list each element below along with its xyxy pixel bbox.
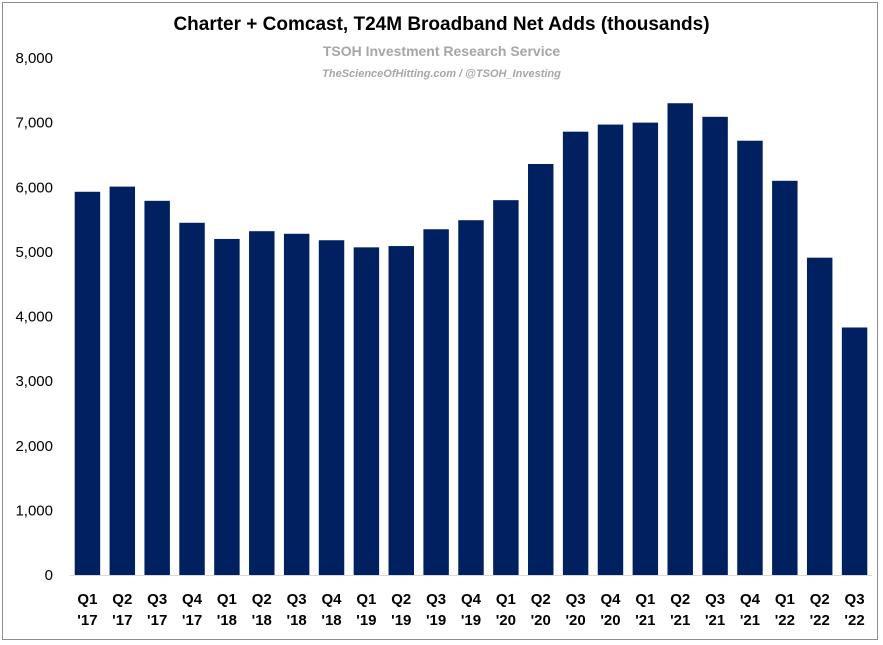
x-tick-label: Q2 xyxy=(252,591,272,608)
x-tick-label: '19 xyxy=(426,612,446,629)
x-tick-label: '17 xyxy=(182,612,202,629)
x-tick-label: Q3 xyxy=(426,591,446,608)
x-tick-label: Q2 xyxy=(531,591,551,608)
x-tick-label: Q4 xyxy=(740,591,761,608)
x-tick-label: Q2 xyxy=(670,591,690,608)
x-tick-label: '21 xyxy=(635,612,655,629)
bar xyxy=(632,122,659,575)
x-tick-label: '22 xyxy=(810,612,830,629)
bar xyxy=(737,140,763,575)
bar xyxy=(772,180,798,575)
y-tick-label: 3,000 xyxy=(15,373,53,390)
x-tick-label: '21 xyxy=(740,612,760,629)
x-tick-label: Q4 xyxy=(322,591,343,608)
x-tick-label: '22 xyxy=(844,612,864,629)
x-tick-label: Q1 xyxy=(77,591,97,608)
x-tick-label: Q3 xyxy=(147,591,167,608)
bar xyxy=(318,240,345,575)
y-tick-label: 1,000 xyxy=(15,502,53,519)
bar xyxy=(597,124,624,575)
chart-credit: TheScienceOfHitting.com / @TSOH_Investin… xyxy=(322,68,561,80)
x-tick-label: Q3 xyxy=(845,591,865,608)
x-tick-label: Q3 xyxy=(705,591,725,608)
x-tick-label: '19 xyxy=(461,612,481,629)
x-tick-label: Q4 xyxy=(461,591,482,608)
bar xyxy=(353,247,380,575)
bar xyxy=(667,103,693,576)
bar xyxy=(528,163,554,576)
y-tick-label: 8,000 xyxy=(15,50,53,67)
x-tick-label: Q1 xyxy=(356,591,376,608)
x-tick-label: '22 xyxy=(775,612,795,629)
x-tick-label: Q3 xyxy=(566,591,586,608)
x-tick-label: Q2 xyxy=(112,591,132,608)
bar xyxy=(214,238,240,575)
y-tick-label: 6,000 xyxy=(15,179,53,196)
x-tick-label: '20 xyxy=(496,612,516,629)
bar xyxy=(493,200,519,576)
x-tick-label: '18 xyxy=(217,612,237,629)
y-tick-label: 7,000 xyxy=(15,115,53,132)
bar xyxy=(841,327,868,575)
x-tick-label: Q1 xyxy=(217,591,237,608)
bar xyxy=(283,233,310,575)
y-tick-label: 0 xyxy=(45,567,53,584)
bar xyxy=(249,231,275,575)
x-tick-label: '19 xyxy=(391,612,411,629)
x-tick-label: Q1 xyxy=(496,591,516,608)
x-tick-label: '21 xyxy=(670,612,690,629)
bar xyxy=(702,116,728,575)
x-tick-label: Q4 xyxy=(182,591,203,608)
chart-title: Charter + Comcast, T24M Broadband Net Ad… xyxy=(173,14,710,35)
x-tick-label: '19 xyxy=(356,612,376,629)
x-tick-label: '17 xyxy=(77,612,97,629)
bar xyxy=(179,222,205,575)
bar xyxy=(388,246,414,575)
y-tick-label: 5,000 xyxy=(15,244,53,261)
chart-subtitle: TSOH Investment Research Service xyxy=(322,43,561,59)
x-tick-label: Q1 xyxy=(775,591,795,608)
y-axis: 0 1,000 2,000 3,000 4,000 5,000 6,000 7,000 8,00… xyxy=(15,50,53,584)
x-tick-label: Q4 xyxy=(600,591,621,608)
bar xyxy=(109,186,136,575)
x-tick-label: Q3 xyxy=(287,591,307,608)
bar xyxy=(806,257,833,575)
x-tick-label: '21 xyxy=(705,612,725,629)
y-tick-label: 2,000 xyxy=(15,438,53,455)
bar xyxy=(74,191,101,575)
x-tick-label: '18 xyxy=(252,612,272,629)
y-tick-label: 4,000 xyxy=(15,309,53,326)
x-tick-label: '18 xyxy=(321,612,341,629)
x-tick-label: '20 xyxy=(565,612,585,629)
x-tick-label: Q2 xyxy=(810,591,830,608)
x-axis: Q1 '17 Q2 '17 Q3 '17 Q4 '17 Q1 '18 Q2 '18 Q3 '18 Q4 '18… xyxy=(77,591,864,629)
x-tick-label: Q1 xyxy=(635,591,655,608)
x-tick-label: '17 xyxy=(147,612,167,629)
bar xyxy=(144,200,170,576)
x-tick-label: '20 xyxy=(600,612,620,629)
x-tick-label: '20 xyxy=(531,612,551,629)
x-tick-label: '18 xyxy=(287,612,307,629)
bars xyxy=(74,103,868,576)
bar xyxy=(458,220,484,576)
x-tick-label: Q2 xyxy=(391,591,411,608)
bar xyxy=(423,229,449,575)
x-tick-label: '17 xyxy=(112,612,132,629)
bar xyxy=(562,131,589,576)
